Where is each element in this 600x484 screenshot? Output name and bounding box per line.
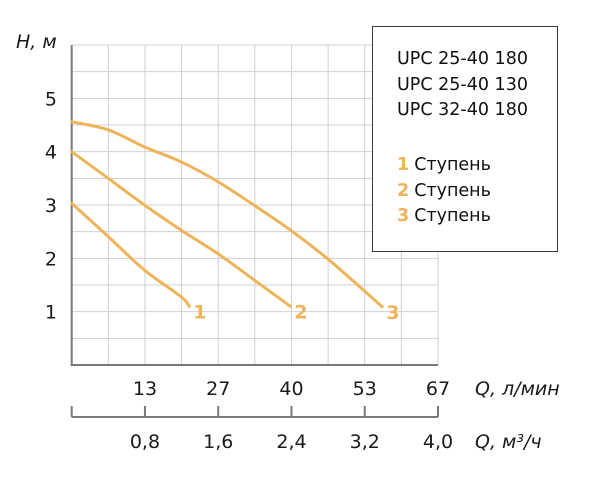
step-number: 1 (397, 155, 410, 175)
x-axis-title: Q, л/мин (475, 378, 560, 400)
legend-step-1: 1 Ступень (397, 153, 491, 179)
y-tick-label: 4 (45, 142, 57, 164)
curve-label-1: 1 (193, 301, 206, 323)
secondary-x-tick-label: 3,2 (350, 431, 380, 453)
step-label: Ступень (414, 206, 491, 226)
step-number: 2 (397, 180, 410, 201)
y-tick-label: 5 (45, 88, 57, 110)
secondary-x-tick-label: 2,4 (276, 431, 306, 453)
curve-step-3 (70, 120, 384, 309)
legend-step-3: 3 Ступень (397, 204, 491, 230)
legend-models: UPC 25-40 180 UPC 25-40 130 UPC 32-40 18… (397, 47, 528, 124)
x-tick-label: 27 (206, 378, 230, 400)
secondary-x-axis-title: Q, м³/ч (475, 431, 542, 453)
curve-label-3: 3 (386, 302, 399, 324)
legend-model-1: UPC 25-40 180 (397, 49, 528, 69)
curve-step-2 (70, 150, 292, 308)
step-label: Ступень (414, 155, 491, 175)
secondary-x-tick-label: 1,6 (203, 431, 233, 453)
legend-step-2: 2 Ступень (397, 179, 491, 205)
legend: UPC 25-40 180 UPC 25-40 130 UPC 32-40 18… (372, 26, 558, 252)
x-tick-label: 53 (353, 378, 377, 400)
y-tick-label: 3 (45, 195, 57, 217)
y-tick-label: 1 (45, 302, 57, 324)
x-tick-label: 40 (279, 378, 303, 400)
legend-steps: 1 Ступень 2 Ступень 3 Ступень (397, 153, 491, 230)
step-number: 3 (397, 206, 410, 226)
legend-model-2: UPC 25-40 130 (397, 74, 528, 95)
step-label: Ступень (414, 180, 491, 201)
secondary-x-tick-label: 4,0 (423, 431, 453, 453)
x-tick-label: 67 (426, 378, 450, 400)
y-tick-label: 2 (45, 248, 57, 270)
x-tick-label: 13 (133, 378, 157, 400)
legend-model-3: UPC 32-40 180 (397, 100, 528, 120)
secondary-x-tick-label: 0,8 (130, 431, 160, 453)
y-axis-title: H, м (16, 31, 57, 53)
curve-step-1 (70, 201, 191, 308)
curve-label-2: 2 (294, 301, 307, 323)
